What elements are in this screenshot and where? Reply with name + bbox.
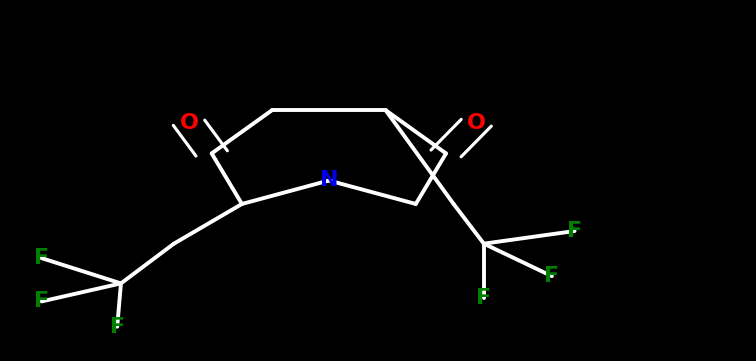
Text: N: N	[320, 170, 338, 191]
Text: F: F	[110, 317, 125, 337]
Text: F: F	[34, 248, 49, 268]
Text: O: O	[179, 113, 199, 133]
Text: F: F	[34, 291, 49, 312]
Text: F: F	[567, 221, 582, 241]
Text: O: O	[466, 113, 486, 133]
Text: F: F	[544, 266, 559, 286]
Text: F: F	[476, 288, 491, 308]
